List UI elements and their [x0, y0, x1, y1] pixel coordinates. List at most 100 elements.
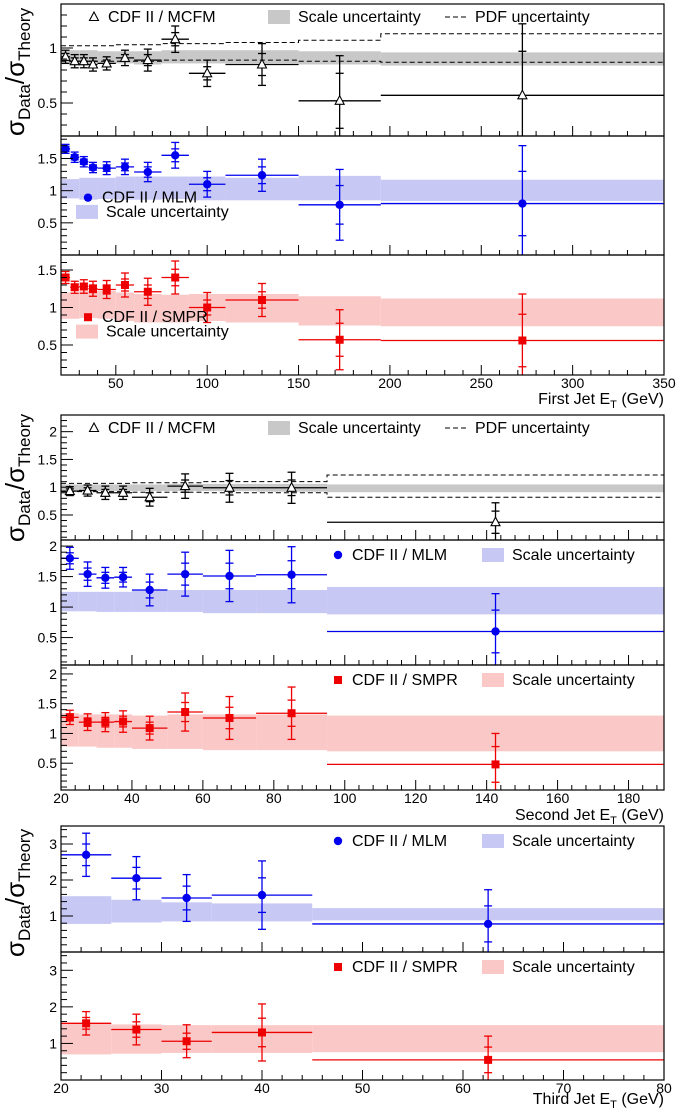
marker-circle — [202, 180, 212, 189]
marker-circle — [257, 890, 267, 900]
legend-band-swatch — [268, 10, 290, 24]
legend-band-swatch — [482, 673, 504, 687]
legend-entry: CDF II / SMPR — [334, 959, 458, 976]
y-tick-label: 2 — [49, 999, 57, 1015]
data-point — [88, 280, 98, 297]
marker-triangle — [78, 55, 90, 66]
data-point — [202, 695, 257, 741]
marker-triangle — [88, 10, 100, 22]
legend-entry: Scale uncertainty — [482, 959, 635, 976]
data-point — [167, 551, 203, 597]
data-point — [114, 710, 132, 733]
marker-circle — [70, 153, 79, 162]
data-point — [327, 502, 664, 540]
marker-triangle — [169, 33, 181, 44]
plots-layer: 0.5 1 CDF II / MCFM Scale uncertainty PDF un… — [38, 3, 676, 1111]
x-tick-label: 40 — [124, 790, 140, 806]
legend-band-swatch — [482, 834, 504, 848]
marker-square — [101, 718, 110, 727]
marker-circle — [81, 850, 91, 859]
data-point — [70, 151, 80, 164]
data-point — [131, 487, 168, 507]
data-point — [298, 309, 381, 371]
panel-second-jet-mcfm: 0.5 1 1.5 2 CDF II / MCFM Scale uncertainty PD… — [38, 414, 665, 541]
marker-circle — [145, 585, 154, 595]
marker-circle — [483, 919, 493, 929]
x-tick-label: 160 — [546, 790, 570, 806]
scale-band-segment — [115, 176, 135, 200]
marker-circle — [120, 162, 130, 172]
marker-square — [70, 283, 79, 292]
marker-square — [258, 1028, 266, 1037]
marker-triangle — [142, 53, 154, 65]
panel-content — [61, 471, 664, 540]
data-point — [211, 860, 313, 930]
marker-circle — [101, 573, 110, 583]
marker-triangle — [256, 58, 268, 69]
scale-band-segment — [97, 177, 116, 200]
panel-first-jet-mcfm: 0.5 1 CDF II / MCFM Scale uncertainty PDF un… — [38, 3, 665, 137]
legend-label: CDF II / SMPR — [102, 309, 208, 326]
x-axis-label-unit: (GeV) — [617, 807, 664, 824]
data-point — [96, 566, 115, 589]
legend-entry: CDF II / SMPR — [334, 672, 458, 689]
marker-triangle — [286, 481, 297, 492]
marker-circle — [518, 199, 527, 208]
x-tick-label: 140 — [475, 790, 499, 806]
y-tick-label: 0.5 — [38, 337, 58, 353]
legend-label: Scale uncertainty — [298, 9, 421, 26]
legend-label: CDF II / MCFM — [108, 420, 216, 437]
legend-label: Scale uncertainty — [298, 420, 421, 437]
y-tick-label: 1.5 — [38, 696, 58, 712]
data-point — [256, 471, 328, 504]
x-tick-label: 60 — [195, 790, 211, 806]
scale-band-segment — [161, 176, 189, 200]
x-axis-label-text: Second Jet E — [515, 807, 610, 824]
legend-label: PDF uncertainty — [475, 420, 590, 437]
data-point — [256, 686, 328, 741]
data-point — [167, 692, 203, 732]
pdf-uncertainty-lower — [61, 59, 664, 63]
marker-circle — [335, 200, 344, 210]
marker-circle — [491, 627, 500, 636]
y-tick-label: 1 — [49, 1035, 57, 1051]
x-tick-label: 20 — [53, 1080, 69, 1096]
y-tick-label: 1 — [49, 300, 57, 316]
marker-triangle — [88, 421, 100, 433]
data-point — [380, 293, 664, 375]
marker-circle — [118, 572, 128, 582]
marker-triangle — [82, 484, 94, 495]
data-point — [131, 715, 168, 741]
data-point — [188, 59, 226, 88]
panel-second-jet-mlm: 0.5 1 1.5 2 CDF II / MLM Scale uncertainty — [38, 538, 665, 666]
y-tick-label: 1 — [49, 599, 57, 615]
y-axis-label-sigma: σ — [0, 526, 30, 542]
data-point — [327, 593, 664, 665]
x-tick-label: 70 — [556, 1080, 572, 1096]
y-axis-label-slash: /σ — [0, 467, 30, 490]
legend-label: PDF uncertainty — [475, 9, 590, 26]
marker-square — [484, 1055, 493, 1064]
data-point — [111, 855, 162, 901]
legend-label: Scale uncertainty — [106, 204, 229, 221]
scale-band-segment — [61, 591, 79, 612]
x-tick-label: 200 — [378, 375, 402, 391]
panel-second-jet-smpr: 0.5 1 1.5 2 CDF II / SMPR Scale uncertainty — [38, 664, 665, 791]
data-point — [312, 1035, 664, 1080]
data-point — [225, 282, 299, 318]
data-point — [111, 1013, 162, 1046]
x-axis-label-unit: (GeV) — [617, 1091, 664, 1108]
marker-square — [181, 708, 190, 717]
marker-square — [203, 303, 212, 312]
marker-triangle — [334, 94, 346, 105]
marker-circle — [333, 836, 343, 846]
legend-entry: PDF uncertainty — [445, 9, 590, 26]
data-point — [327, 732, 664, 790]
marker-circle — [225, 571, 234, 581]
legend-entry: CDF II / MLM — [333, 833, 447, 850]
y-axis-label-slash: /σ — [0, 61, 30, 84]
marker-triangle — [179, 479, 191, 491]
marker-triangle — [224, 481, 235, 492]
